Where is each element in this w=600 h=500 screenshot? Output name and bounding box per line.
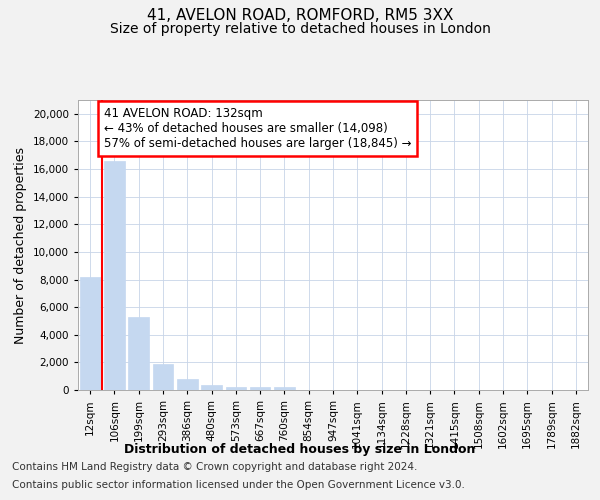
- Bar: [177, 379, 197, 390]
- Bar: [152, 364, 173, 390]
- Bar: [128, 317, 149, 390]
- Text: Contains HM Land Registry data © Crown copyright and database right 2024.: Contains HM Land Registry data © Crown c…: [12, 462, 418, 472]
- Text: 41, AVELON ROAD, ROMFORD, RM5 3XX: 41, AVELON ROAD, ROMFORD, RM5 3XX: [147, 8, 453, 22]
- Text: Contains public sector information licensed under the Open Government Licence v3: Contains public sector information licen…: [12, 480, 465, 490]
- Text: Size of property relative to detached houses in London: Size of property relative to detached ho…: [110, 22, 490, 36]
- Text: Distribution of detached houses by size in London: Distribution of detached houses by size …: [124, 442, 476, 456]
- Text: 41 AVELON ROAD: 132sqm
← 43% of detached houses are smaller (14,098)
57% of semi: 41 AVELON ROAD: 132sqm ← 43% of detached…: [104, 107, 411, 150]
- Bar: [250, 387, 271, 390]
- Y-axis label: Number of detached properties: Number of detached properties: [14, 146, 27, 344]
- Bar: [201, 385, 222, 390]
- Bar: [226, 387, 246, 390]
- Bar: [80, 277, 100, 390]
- Bar: [274, 387, 295, 390]
- Bar: [104, 161, 125, 390]
